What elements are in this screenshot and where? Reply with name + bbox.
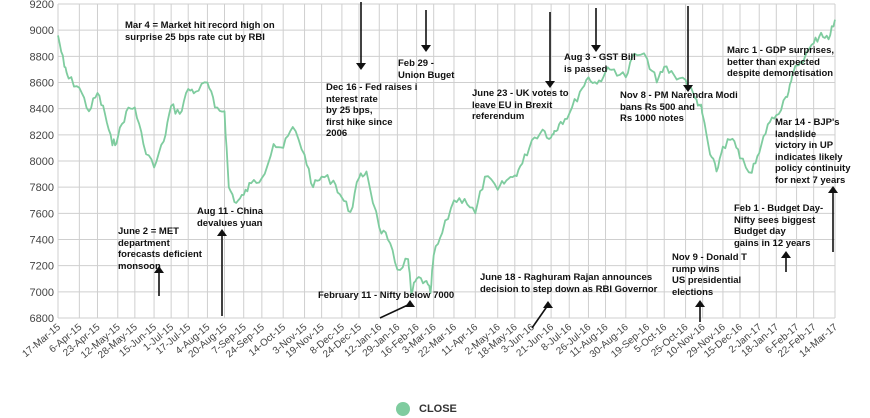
legend[interactable]: CLOSE	[396, 402, 457, 416]
y-tick-label: 6800	[30, 313, 54, 325]
annotation-arrowhead	[421, 45, 431, 52]
legend-marker	[396, 402, 410, 416]
annotation-label: Mar 14 - BJP's landslide victory in UP i…	[775, 117, 851, 186]
annotation-arrowhead	[591, 45, 601, 52]
annotation-arrowhead	[545, 81, 555, 88]
legend-label: CLOSE	[419, 403, 457, 415]
annotation-label: Feb 29 - Union Buget	[398, 58, 455, 81]
annotation-label: Aug 3 - GST Bill is passed	[564, 52, 636, 75]
annotation-arrowhead	[683, 85, 693, 92]
annotation-label: June 2 = MET department forecasts defici…	[118, 226, 202, 272]
series-close	[57, 19, 836, 296]
annotation-arrows	[154, 2, 838, 329]
annotation-arrowhead	[781, 251, 791, 258]
y-tick-label: 7000	[30, 287, 54, 299]
annotation-arrow	[531, 304, 549, 329]
y-tick-label: 8000	[30, 156, 54, 168]
y-tick-label: 7600	[30, 208, 54, 220]
annotation-arrowhead	[217, 229, 227, 236]
annotation-label: June 23 - UK votes to leave EU in Brexit…	[472, 88, 569, 122]
annotation-arrowhead	[543, 301, 553, 308]
annotation-label: Mar 4 = Market hit record high on surpri…	[125, 20, 275, 43]
y-tick-label: 7800	[30, 182, 54, 194]
annotation-arrowhead	[405, 300, 415, 307]
series-line-close	[57, 19, 836, 296]
annotation-label: Nov 9 - Donald T rump wins US presidenti…	[672, 252, 747, 298]
annotation-arrowhead	[154, 266, 164, 273]
annotation-label: Nov 8 - PM Narendra Modi bans Rs 500 and…	[620, 90, 738, 124]
y-tick-label: 7400	[30, 235, 54, 247]
annotation-label: Aug 11 - China devalues yuan	[197, 206, 263, 229]
y-tick-label: 9200	[30, 0, 54, 11]
y-axis-ticks: 6800 7000 7200 7400 7600 7800 8000 8200 8400 8600…	[30, 0, 54, 325]
annotation-label: June 18 - Raghuram Rajan announces decis…	[480, 272, 658, 295]
x-axis-ticks: 17-Mar-156-Apr-1523-Apr-1512-May-1528-Ma…	[21, 322, 841, 361]
annotation-arrowhead	[695, 300, 705, 307]
y-tick-label: 9000	[30, 25, 54, 37]
y-tick-label: 8800	[30, 51, 54, 63]
annotation-label: Dec 16 - Fed raises i nterest rate by 25…	[326, 82, 418, 139]
y-tick-label: 8200	[30, 130, 54, 142]
grid	[57, 3, 836, 319]
annotation-label: February 11 - Nifty below 7000	[318, 290, 455, 301]
y-tick-label: 8400	[30, 104, 54, 116]
annotation-arrowhead	[828, 186, 838, 193]
y-tick-label: 8600	[30, 78, 54, 90]
annotation-arrow	[379, 303, 411, 319]
annotation-label: Marc 1 - GDP surprises, better than expe…	[727, 45, 835, 79]
annotation-arrowhead	[356, 63, 366, 70]
y-tick-label: 7200	[30, 261, 54, 273]
annotation-label: Feb 1 - Budget Day- Nifty sees biggest B…	[734, 203, 824, 249]
